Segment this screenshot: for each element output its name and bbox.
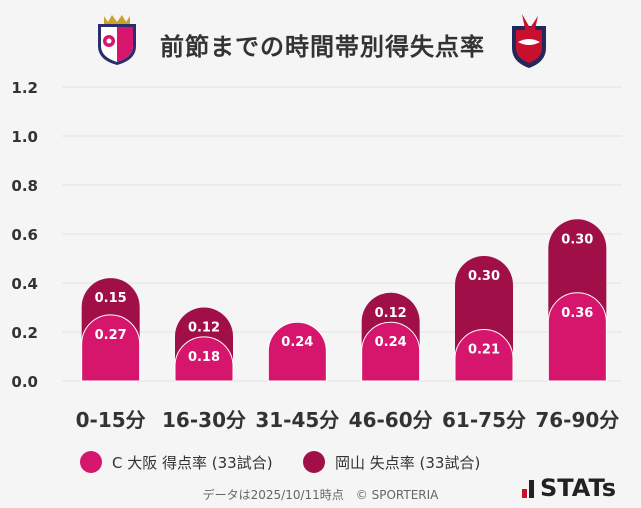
y-tick-label: 0.0 <box>11 373 38 391</box>
legend-conceded: 岡山 失点率 (33試合) <box>303 450 480 474</box>
y-tick-label: 0.2 <box>11 324 38 342</box>
data-label-scored: 0.27 <box>95 328 127 343</box>
x-tick-label: 76-90分 <box>535 408 619 432</box>
cerezo-osaka-crest-icon <box>98 15 136 65</box>
bar-scored <box>81 314 141 382</box>
x-tick-label: 16-30分 <box>162 408 246 432</box>
legend-scored: C 大阪 得点率 (33試合) <box>80 450 273 474</box>
y-tick-label: 0.8 <box>11 177 38 195</box>
data-label-conceded: 0.30 <box>468 269 500 284</box>
data-label-conceded: 0.15 <box>95 291 127 306</box>
data-label-conceded: 0.12 <box>188 321 220 336</box>
bar-chart: 0.0 0.2 0.4 0.6 0.8 1.0 1.2 0.15 0.27 0-15分 0.12 0.… <box>11 79 622 432</box>
x-tick-label: 31-45分 <box>255 408 339 432</box>
stats-brand-text: STATs <box>540 474 616 502</box>
legend-conceded-label: 岡山 失点率 (33試合) <box>335 453 481 472</box>
x-tick-label: 0-15分 <box>76 408 146 432</box>
stats-bars-icon <box>522 478 534 498</box>
legend-scored-label: C 大阪 得点率 (33試合) <box>112 453 273 472</box>
bar-scored <box>267 321 327 382</box>
data-label-scored: 0.24 <box>281 335 313 350</box>
y-tick-label: 0.6 <box>11 226 38 244</box>
bar-scored <box>454 329 514 382</box>
data-label-scored: 0.18 <box>188 350 220 365</box>
data-label-conceded: 0.12 <box>375 306 407 321</box>
fagiano-okayama-crest-icon <box>512 14 546 68</box>
bar-scored <box>174 336 234 382</box>
stats-brand-logo: STATs <box>522 474 616 502</box>
y-tick-label: 0.4 <box>11 275 38 293</box>
data-label-scored: 0.21 <box>468 343 500 358</box>
legend-scored-swatch <box>80 451 102 473</box>
data-label-scored: 0.24 <box>375 335 407 350</box>
data-label-scored: 0.36 <box>561 306 593 321</box>
footer-credit: データは2025/10/11時点 © SPORTERIA <box>202 488 439 502</box>
page-title: 前節までの時間帯別得失点率 <box>160 33 485 61</box>
y-tick-label: 1.0 <box>11 128 38 146</box>
data-label-conceded: 0.30 <box>561 232 593 247</box>
y-tick-label: 1.2 <box>11 79 38 97</box>
header: 前節までの時間帯別得失点率 <box>0 0 641 80</box>
x-tick-label: 46-60分 <box>349 408 433 432</box>
bar-scored <box>547 292 607 382</box>
legend-conceded-swatch <box>303 451 325 473</box>
bar-scored <box>361 321 421 382</box>
x-tick-label: 61-75分 <box>442 408 526 432</box>
